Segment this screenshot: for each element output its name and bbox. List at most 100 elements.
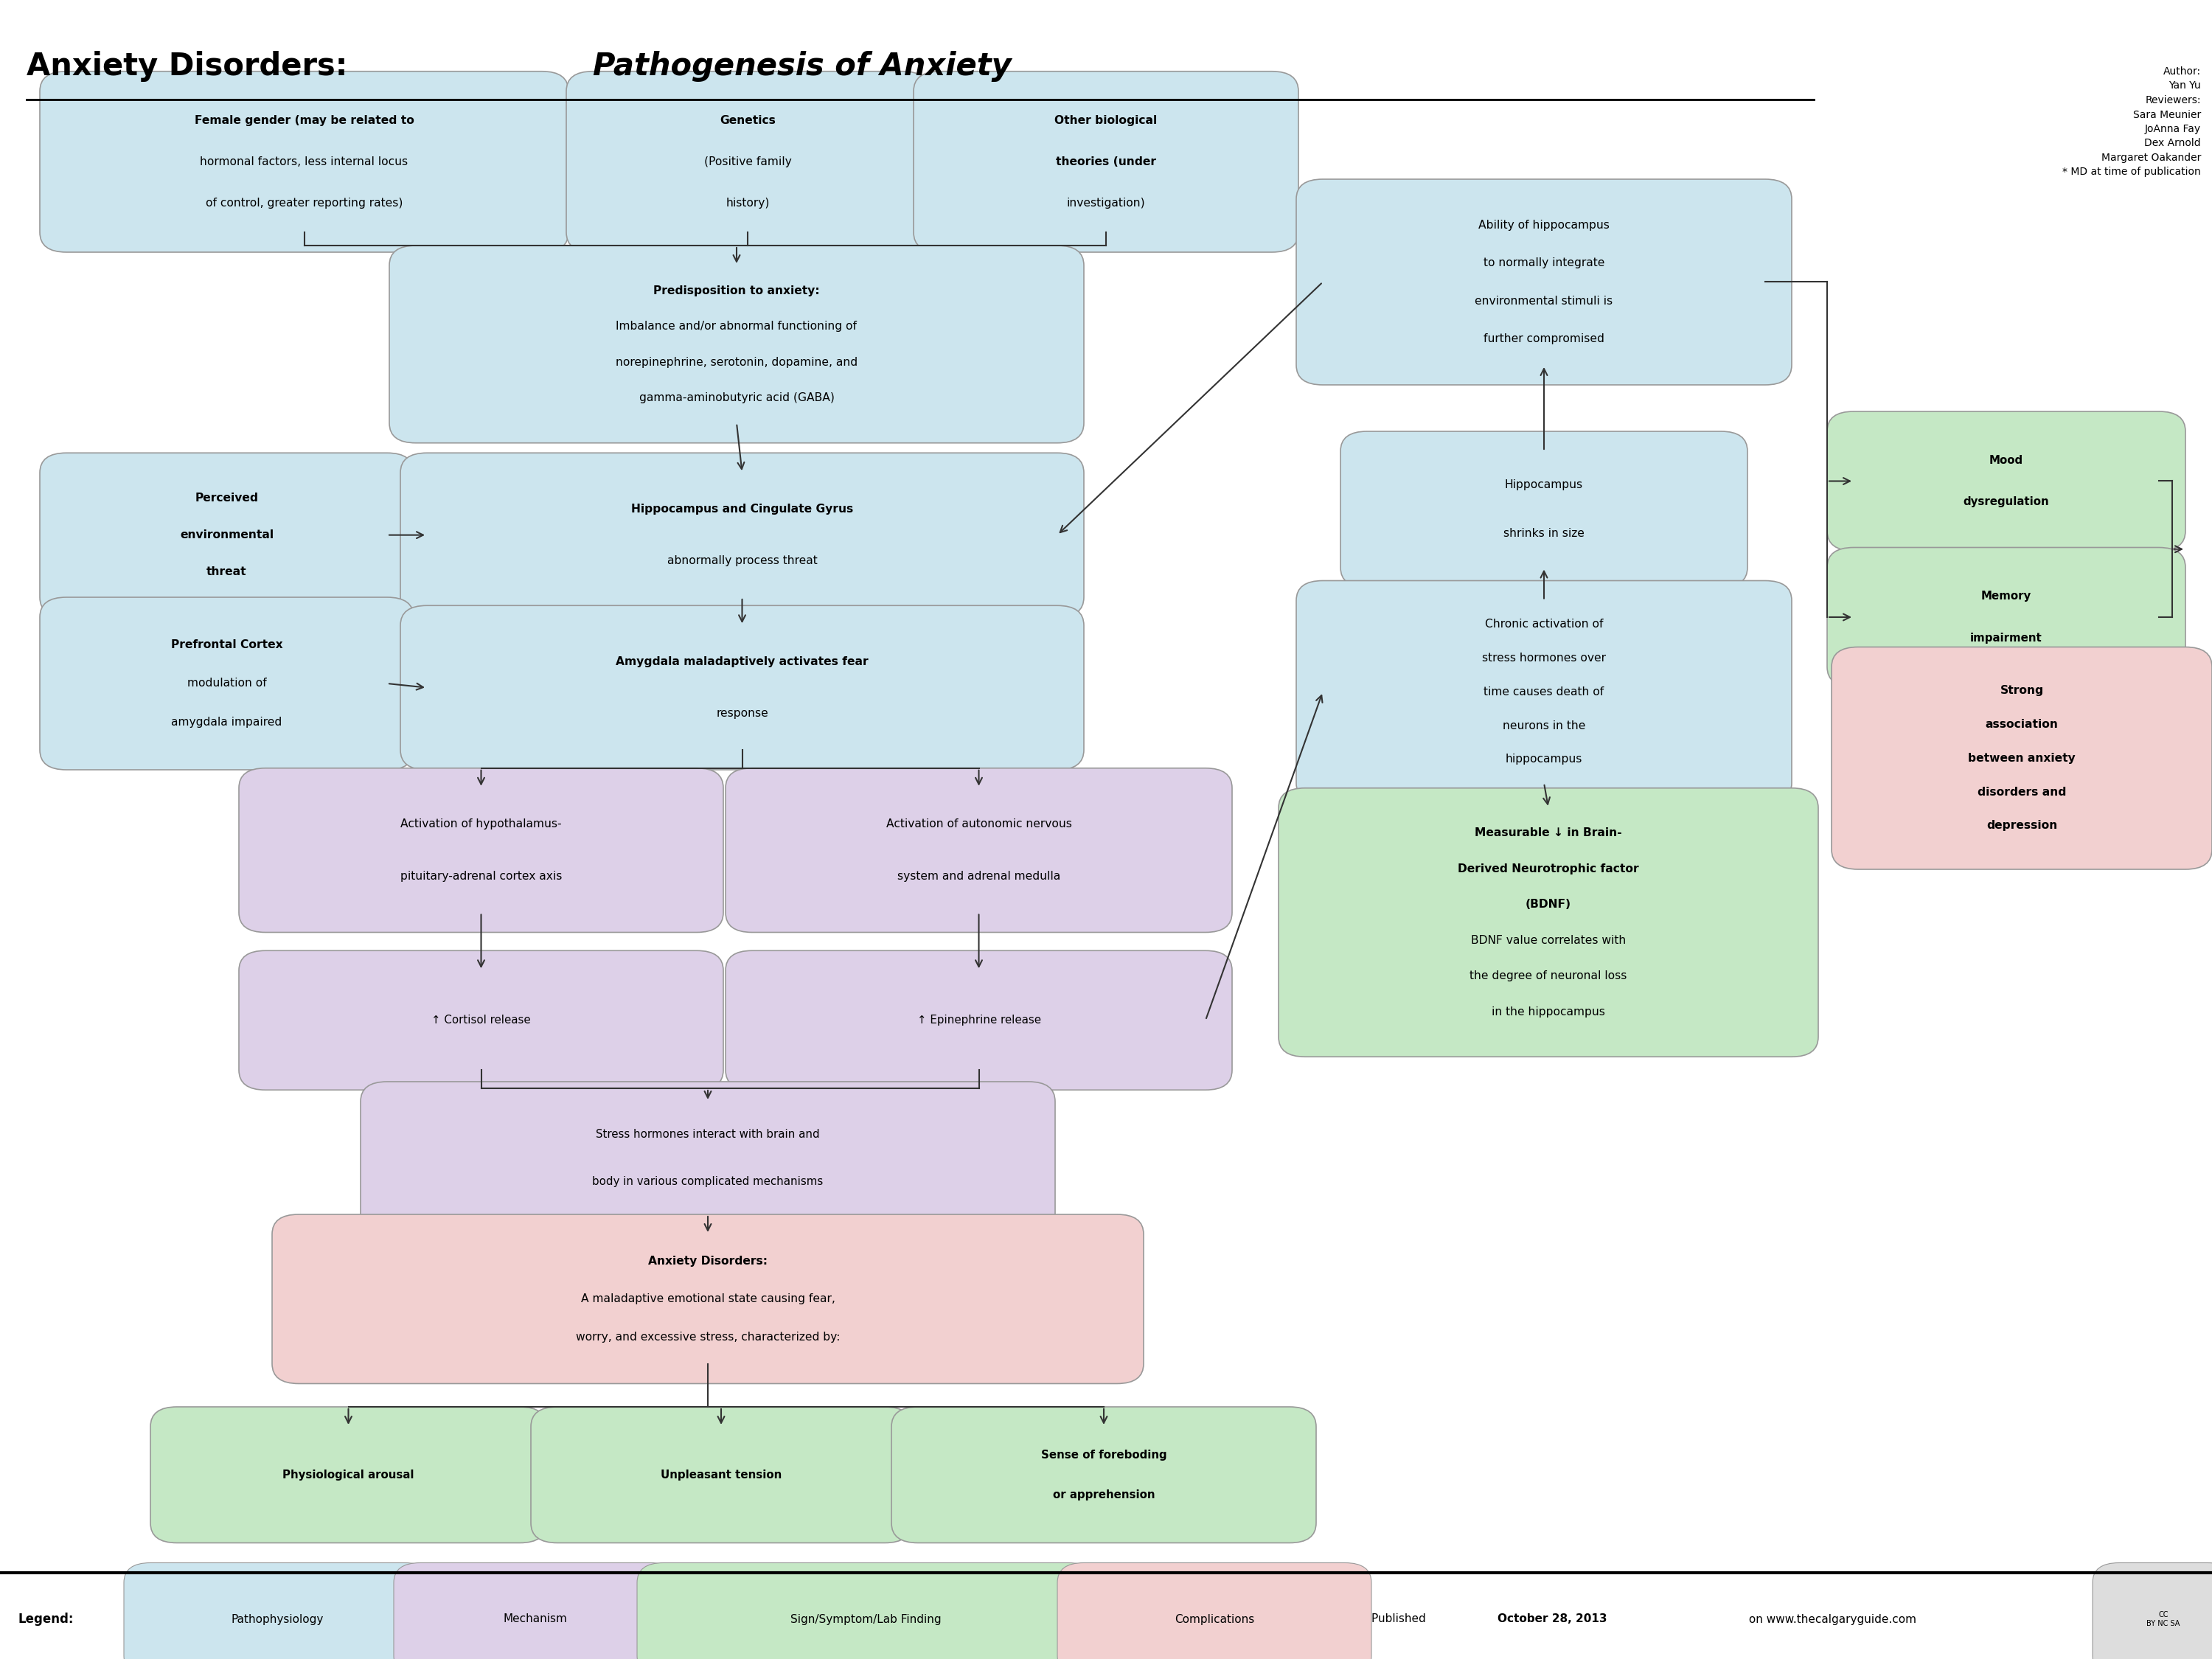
FancyBboxPatch shape xyxy=(239,951,723,1090)
Text: to normally integrate: to normally integrate xyxy=(1484,257,1604,269)
Text: depression: depression xyxy=(1986,820,2057,831)
Text: Hippocampus: Hippocampus xyxy=(1504,479,1584,491)
Text: of control, greater reporting rates): of control, greater reporting rates) xyxy=(206,197,403,209)
Text: Activation of autonomic nervous: Activation of autonomic nervous xyxy=(887,820,1071,830)
Text: threat: threat xyxy=(206,566,248,577)
Text: Author:
Yan Yu
Reviewers:
Sara Meunier
JoAnna Fay
Dex Arnold
Margaret Oakander
*: Author: Yan Yu Reviewers: Sara Meunier J… xyxy=(2062,66,2201,178)
Text: environmental stimuli is: environmental stimuli is xyxy=(1475,295,1613,307)
Text: Anxiety Disorders:: Anxiety Disorders: xyxy=(27,51,358,81)
FancyBboxPatch shape xyxy=(40,453,414,617)
Text: pituitary-adrenal cortex axis: pituitary-adrenal cortex axis xyxy=(400,871,562,881)
Text: BDNF value correlates with: BDNF value correlates with xyxy=(1471,934,1626,946)
FancyBboxPatch shape xyxy=(400,606,1084,770)
Text: Sign/Symptom/Lab Finding: Sign/Symptom/Lab Finding xyxy=(790,1614,942,1624)
FancyBboxPatch shape xyxy=(1279,788,1818,1057)
Text: Perceived: Perceived xyxy=(195,493,259,504)
Text: Sense of foreboding: Sense of foreboding xyxy=(1042,1450,1166,1460)
Text: (BDNF): (BDNF) xyxy=(1526,899,1571,911)
Text: ↑ Cortisol release: ↑ Cortisol release xyxy=(431,1015,531,1025)
Text: Predisposition to anxiety:: Predisposition to anxiety: xyxy=(653,285,821,295)
FancyBboxPatch shape xyxy=(239,768,723,932)
Text: Mechanism: Mechanism xyxy=(504,1614,566,1624)
Text: abnormally process threat: abnormally process threat xyxy=(668,556,816,566)
Text: Other biological: Other biological xyxy=(1055,114,1157,126)
Text: A maladaptive emotional state causing fear,: A maladaptive emotional state causing fe… xyxy=(582,1294,834,1304)
Text: shrinks in size: shrinks in size xyxy=(1504,528,1584,539)
Text: hippocampus: hippocampus xyxy=(1506,753,1582,765)
FancyBboxPatch shape xyxy=(124,1563,431,1659)
Text: Pathophysiology: Pathophysiology xyxy=(232,1614,323,1624)
Text: Hippocampus and Cingulate Gyrus: Hippocampus and Cingulate Gyrus xyxy=(630,504,854,514)
Text: Anxiety Disorders:: Anxiety Disorders: xyxy=(648,1256,768,1266)
FancyBboxPatch shape xyxy=(361,1082,1055,1234)
FancyBboxPatch shape xyxy=(1827,547,2185,687)
FancyBboxPatch shape xyxy=(566,71,929,252)
Text: norepinephrine, serotonin, dopamine, and: norepinephrine, serotonin, dopamine, and xyxy=(615,357,858,368)
FancyBboxPatch shape xyxy=(389,246,1084,443)
FancyBboxPatch shape xyxy=(1296,179,1792,385)
Text: Memory: Memory xyxy=(1982,591,2031,602)
FancyBboxPatch shape xyxy=(637,1563,1095,1659)
FancyBboxPatch shape xyxy=(914,71,1298,252)
Text: Activation of hypothalamus-: Activation of hypothalamus- xyxy=(400,820,562,830)
Text: Measurable ↓ in Brain-: Measurable ↓ in Brain- xyxy=(1475,828,1621,838)
FancyBboxPatch shape xyxy=(726,951,1232,1090)
Text: CC
BY NC SA: CC BY NC SA xyxy=(2146,1611,2181,1627)
Text: the degree of neuronal loss: the degree of neuronal loss xyxy=(1469,971,1628,982)
Text: history): history) xyxy=(726,197,770,209)
FancyBboxPatch shape xyxy=(150,1407,546,1543)
Text: Ability of hippocampus: Ability of hippocampus xyxy=(1478,221,1610,231)
Text: gamma-aminobutyric acid (GABA): gamma-aminobutyric acid (GABA) xyxy=(639,393,834,403)
Text: in the hippocampus: in the hippocampus xyxy=(1491,1007,1606,1017)
Text: Pathogenesis of Anxiety: Pathogenesis of Anxiety xyxy=(593,51,1011,81)
Text: impairment: impairment xyxy=(1971,632,2042,644)
Text: on www.thecalgaryguide.com: on www.thecalgaryguide.com xyxy=(1745,1614,1916,1624)
FancyBboxPatch shape xyxy=(1340,431,1747,587)
FancyBboxPatch shape xyxy=(531,1407,911,1543)
Text: modulation of: modulation of xyxy=(188,679,265,688)
Text: Prefrontal Cortex: Prefrontal Cortex xyxy=(170,639,283,650)
Text: worry, and excessive stress, characterized by:: worry, and excessive stress, characteriz… xyxy=(575,1332,841,1342)
FancyBboxPatch shape xyxy=(1296,581,1792,803)
Text: neurons in the: neurons in the xyxy=(1502,720,1586,732)
Text: stress hormones over: stress hormones over xyxy=(1482,652,1606,664)
Text: further compromised: further compromised xyxy=(1484,333,1604,343)
Text: Complications: Complications xyxy=(1175,1614,1254,1624)
Text: investigation): investigation) xyxy=(1066,197,1146,209)
Text: Legend:: Legend: xyxy=(18,1613,73,1626)
FancyBboxPatch shape xyxy=(891,1407,1316,1543)
Text: theories (under: theories (under xyxy=(1055,156,1157,168)
Text: Amygdala maladaptively activates fear: Amygdala maladaptively activates fear xyxy=(615,657,869,667)
Text: system and adrenal medulla: system and adrenal medulla xyxy=(898,871,1060,881)
FancyBboxPatch shape xyxy=(1827,411,2185,551)
FancyBboxPatch shape xyxy=(1057,1563,1371,1659)
FancyBboxPatch shape xyxy=(40,71,568,252)
Text: disorders and: disorders and xyxy=(1978,786,2066,798)
Text: Stress hormones interact with brain and: Stress hormones interact with brain and xyxy=(595,1128,821,1140)
FancyBboxPatch shape xyxy=(272,1214,1144,1384)
Text: between anxiety: between anxiety xyxy=(1969,753,2075,763)
Text: or apprehension: or apprehension xyxy=(1053,1490,1155,1500)
Text: response: response xyxy=(717,708,768,718)
Text: association: association xyxy=(1986,718,2057,730)
Text: time causes death of: time causes death of xyxy=(1484,687,1604,697)
FancyBboxPatch shape xyxy=(394,1563,677,1659)
Text: Mood: Mood xyxy=(1989,455,2024,466)
Text: Female gender (may be related to: Female gender (may be related to xyxy=(195,114,414,126)
FancyBboxPatch shape xyxy=(2093,1563,2212,1659)
FancyBboxPatch shape xyxy=(40,597,414,770)
Text: October 28, 2013: October 28, 2013 xyxy=(1498,1614,1606,1624)
FancyBboxPatch shape xyxy=(726,768,1232,932)
Text: Genetics: Genetics xyxy=(719,114,776,126)
FancyBboxPatch shape xyxy=(400,453,1084,617)
Text: body in various complicated mechanisms: body in various complicated mechanisms xyxy=(593,1176,823,1186)
Text: Imbalance and/or abnormal functioning of: Imbalance and/or abnormal functioning of xyxy=(615,320,858,332)
Text: amygdala impaired: amygdala impaired xyxy=(170,717,283,728)
Text: dysregulation: dysregulation xyxy=(1964,496,2048,508)
Text: Chronic activation of: Chronic activation of xyxy=(1484,619,1604,630)
Text: ↑ Epinephrine release: ↑ Epinephrine release xyxy=(916,1015,1040,1025)
Text: hormonal factors, less internal locus: hormonal factors, less internal locus xyxy=(199,156,409,168)
Text: Unpleasant tension: Unpleasant tension xyxy=(661,1470,781,1480)
Text: Strong: Strong xyxy=(2000,685,2044,697)
FancyBboxPatch shape xyxy=(1832,647,2212,869)
